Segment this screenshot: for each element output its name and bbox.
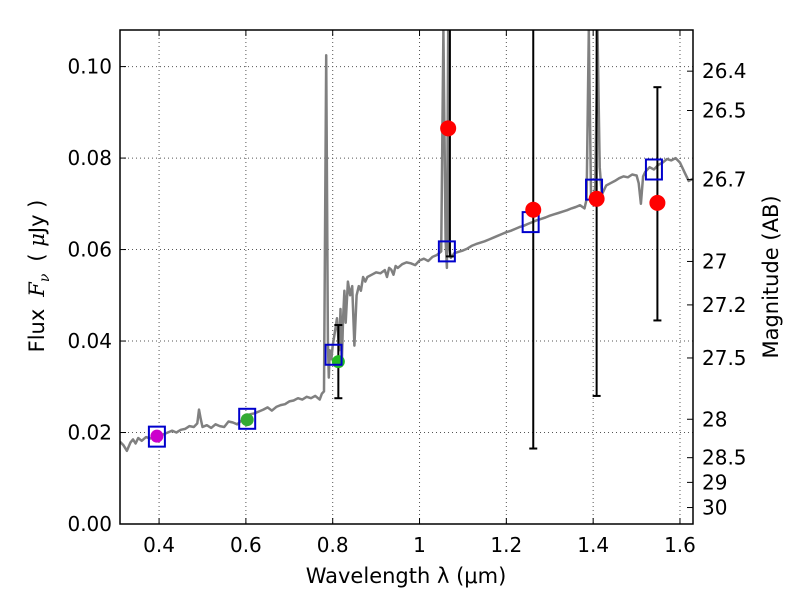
model-square — [437, 240, 456, 263]
y-axis-title-unit-mu: μ — [25, 233, 49, 247]
model-square — [324, 343, 343, 366]
y2-tick-label: 26.7 — [702, 168, 747, 192]
observed-point — [150, 429, 164, 443]
y2-tick-label: 26.5 — [702, 99, 747, 123]
y-axis-title-prefix: Flux — [25, 309, 49, 353]
observed-red-point — [649, 194, 666, 211]
y2-tick-label: 27.2 — [702, 293, 747, 317]
x-tick-label: 1.2 — [490, 533, 522, 557]
y2-tick-label: 27.5 — [702, 346, 747, 370]
observed-red-point — [525, 201, 542, 218]
y-axis-title-symbol: F — [25, 281, 49, 298]
observed-point — [331, 355, 345, 369]
x-axis-title: Wavelength λ (μm) — [306, 564, 507, 588]
model-square — [147, 425, 166, 448]
x-tick-label: 0.4 — [143, 533, 175, 557]
x-tick-label: 1 — [413, 533, 426, 557]
x-tick-label: 1.4 — [577, 533, 609, 557]
y-axis-title: Flux Fν ( μJy ) — [25, 200, 53, 353]
y-tick-label: 0.04 — [67, 329, 112, 353]
y2-axis-title: Magnitude (AB) — [759, 195, 783, 358]
y-axis-title-unit: Jy ) — [25, 200, 49, 236]
x-tick-label: 1.6 — [664, 533, 696, 557]
y-tick-label: 0.10 — [67, 55, 112, 79]
x-tick-label: 0.6 — [230, 533, 262, 557]
plot-frame — [119, 29, 694, 525]
y-axis-title-subscript: ν — [37, 273, 53, 282]
y2-tick-label: 29 — [702, 470, 727, 494]
y-tick-label: 0.06 — [67, 238, 112, 262]
y-tick-label: 0.08 — [67, 146, 112, 170]
y2-tick-label: 30 — [702, 496, 727, 520]
observed-point — [240, 413, 254, 427]
y2-tick-label: 28.5 — [702, 446, 747, 470]
points-layer — [147, 120, 666, 448]
observed-red-point — [440, 120, 457, 137]
observed-red-point — [588, 190, 605, 207]
ticks-layer: 0.4 0.6 0.8 1 1.2 1.4 1.6 0.00 0.02 0.04 0.06 0.08 0… — [67, 30, 747, 557]
y-axis-title-unit-open: ( — [25, 247, 49, 262]
y2-tick-label: 27 — [702, 249, 727, 273]
x-tick-label: 0.8 — [317, 533, 349, 557]
y2-tick-label: 28 — [702, 407, 727, 431]
y-tick-label: 0.02 — [67, 421, 112, 445]
model-square — [644, 158, 663, 181]
y2-tick-label: 26.4 — [702, 59, 747, 83]
model-square — [238, 407, 257, 430]
y-tick-label: 0.00 — [67, 512, 112, 536]
